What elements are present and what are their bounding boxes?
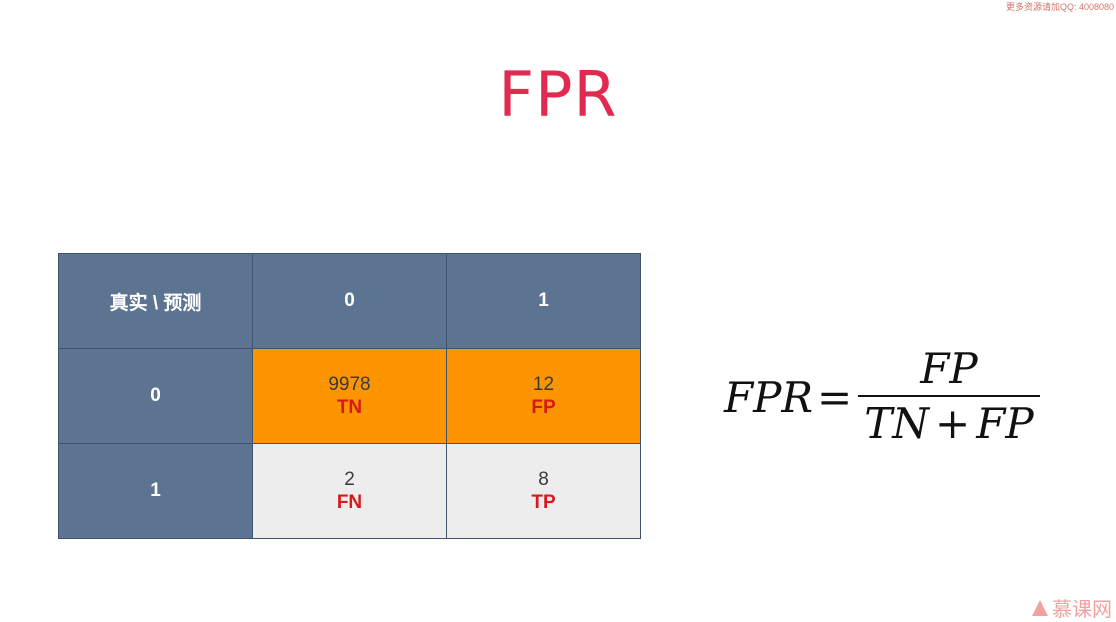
cell-fp: 12 FP: [446, 348, 641, 444]
cell-tn: 9978 TN: [252, 348, 447, 444]
predicted-0-header: 0: [252, 253, 447, 349]
logo: 慕课网: [1032, 593, 1112, 622]
matrix-header-row: 真实 \ 预测 0 1: [58, 253, 641, 349]
formula-denominator: TN + FP: [858, 397, 1039, 449]
fraction-bar: [858, 395, 1040, 397]
denominator-tn: TN: [864, 399, 929, 448]
matrix-row-actual-1: 1 2 FN 8 TP: [58, 443, 641, 539]
fpr-formula: FPR = FP TN + FP: [724, 345, 1040, 449]
formula-lhs: FPR: [724, 372, 814, 422]
flame-icon: [1032, 599, 1048, 616]
matrix-corner-cell: 真实 \ 预测: [58, 253, 253, 349]
tp-value: 8: [538, 469, 549, 490]
logo-text: 慕课网: [1052, 599, 1112, 621]
actual-1-header: 1: [58, 443, 253, 539]
denominator-fp: FP: [976, 399, 1034, 448]
denominator-plus: +: [935, 399, 971, 448]
formula-numerator: FP: [920, 344, 978, 393]
formula-fraction: FP TN + FP: [858, 344, 1040, 449]
predicted-1-header: 1: [446, 253, 641, 349]
tn-label: TN: [336, 397, 363, 418]
fp-value: 12: [532, 374, 555, 395]
slide-title: FPR: [498, 58, 618, 131]
fn-label: FN: [336, 492, 363, 513]
actual-0-header: 0: [58, 348, 253, 444]
formula-equals: =: [817, 372, 853, 422]
cell-fn: 2 FN: [252, 443, 447, 539]
fn-value: 2: [344, 469, 355, 490]
tn-value: 9978: [328, 374, 371, 395]
matrix-row-actual-0: 0 9978 TN 12 FP: [58, 348, 641, 444]
fp-label: FP: [531, 397, 556, 418]
tp-label: TP: [531, 492, 556, 513]
cell-tp: 8 TP: [446, 443, 641, 539]
confusion-matrix: 真实 \ 预测 0 1 0 9978 TN 12 FP 1 2 FN 8 TP: [58, 253, 641, 539]
watermark-text: 更多资源请加QQ: 4008080: [1005, 2, 1114, 12]
